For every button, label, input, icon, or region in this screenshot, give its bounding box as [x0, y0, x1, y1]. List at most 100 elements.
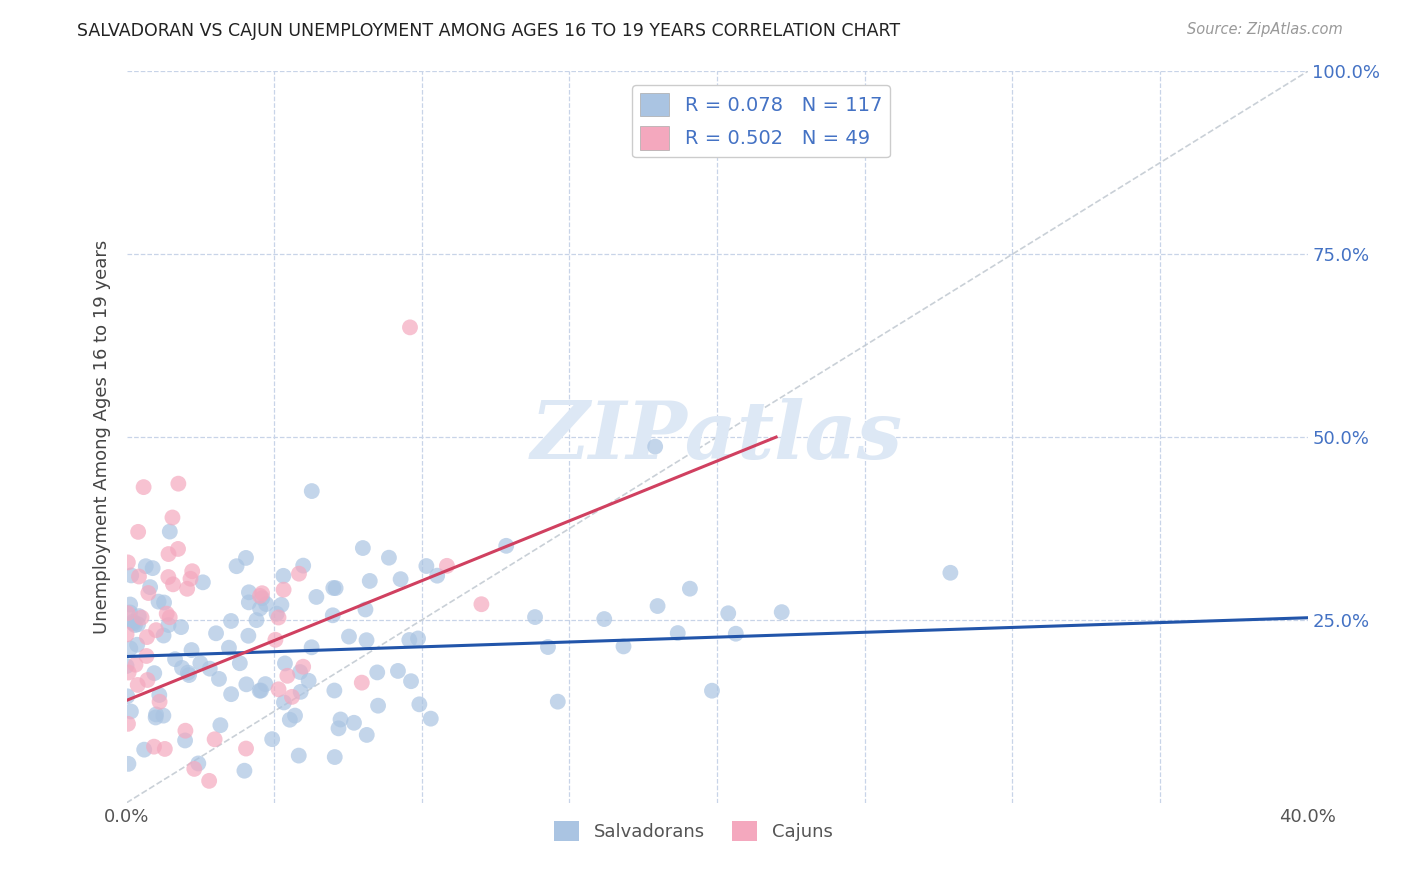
Point — [415, 559, 437, 574]
Point — [209, 718, 232, 732]
Point — [378, 550, 401, 565]
Point — [120, 598, 142, 612]
Point — [157, 547, 180, 561]
Point — [399, 674, 422, 689]
Point — [225, 559, 247, 574]
Point — [136, 630, 159, 644]
Point — [162, 577, 184, 591]
Point — [235, 677, 257, 691]
Point — [238, 595, 260, 609]
Point — [136, 673, 159, 687]
Point — [356, 633, 378, 648]
Point — [143, 666, 166, 681]
Point — [127, 524, 149, 539]
Y-axis label: Unemployment Among Ages 16 to 19 years: Unemployment Among Ages 16 to 19 years — [93, 240, 111, 634]
Point — [399, 320, 422, 334]
Point — [135, 559, 157, 574]
Point — [322, 608, 344, 623]
Point — [122, 615, 145, 629]
Point — [170, 620, 193, 634]
Point — [770, 605, 793, 619]
Point — [270, 598, 292, 612]
Point — [301, 484, 323, 499]
Point — [267, 682, 290, 697]
Point — [495, 539, 517, 553]
Point — [187, 756, 209, 771]
Point — [290, 685, 312, 699]
Point — [250, 586, 273, 600]
Point — [183, 762, 205, 776]
Point — [329, 713, 352, 727]
Point — [145, 623, 167, 637]
Point — [148, 695, 170, 709]
Point — [406, 632, 429, 646]
Point — [337, 630, 360, 644]
Text: ZIPatlas: ZIPatlas — [531, 399, 903, 475]
Point — [205, 626, 228, 640]
Point — [537, 640, 560, 654]
Point — [288, 665, 311, 679]
Point — [145, 707, 167, 722]
Point — [188, 656, 211, 670]
Point — [122, 616, 145, 631]
Point — [127, 617, 149, 632]
Point — [250, 683, 273, 698]
Point — [436, 558, 458, 573]
Point — [292, 558, 315, 573]
Point — [127, 678, 149, 692]
Point — [117, 606, 139, 620]
Point — [276, 669, 298, 683]
Point — [156, 607, 179, 621]
Point — [266, 607, 288, 621]
Point — [252, 591, 274, 606]
Point — [238, 585, 260, 599]
Point — [238, 629, 260, 643]
Point — [233, 764, 256, 778]
Point — [153, 742, 176, 756]
Point — [292, 659, 315, 673]
Point — [219, 687, 242, 701]
Point — [249, 683, 271, 698]
Point — [408, 698, 430, 712]
Point — [273, 569, 295, 583]
Point — [148, 594, 170, 608]
Point — [163, 652, 186, 666]
Point — [328, 722, 350, 736]
Point — [939, 566, 962, 580]
Point — [219, 614, 242, 628]
Legend: Salvadorans, Cajuns: Salvadorans, Cajuns — [547, 814, 839, 848]
Point — [128, 569, 150, 583]
Point — [118, 606, 141, 620]
Point — [115, 627, 138, 641]
Point — [117, 690, 139, 704]
Point — [117, 556, 139, 570]
Point — [254, 597, 277, 611]
Point — [249, 601, 271, 615]
Point — [124, 657, 146, 672]
Point — [157, 618, 180, 632]
Point — [159, 610, 181, 624]
Point — [267, 610, 290, 624]
Point — [679, 582, 702, 596]
Point — [666, 626, 689, 640]
Point — [273, 582, 295, 597]
Text: SALVADORAN VS CAJUN UNEMPLOYMENT AMONG AGES 16 TO 19 YEARS CORRELATION CHART: SALVADORAN VS CAJUN UNEMPLOYMENT AMONG A… — [77, 22, 900, 40]
Point — [132, 480, 155, 494]
Point — [288, 566, 311, 581]
Point — [350, 675, 373, 690]
Point — [547, 695, 569, 709]
Point — [323, 750, 346, 764]
Point — [724, 626, 747, 640]
Point — [153, 595, 176, 609]
Point — [135, 648, 157, 663]
Point — [470, 597, 492, 611]
Point — [167, 541, 190, 556]
Point — [700, 683, 723, 698]
Point — [235, 741, 257, 756]
Point — [204, 732, 226, 747]
Point — [419, 712, 441, 726]
Point — [254, 677, 277, 691]
Point — [325, 581, 347, 595]
Point — [524, 610, 547, 624]
Point — [359, 574, 381, 588]
